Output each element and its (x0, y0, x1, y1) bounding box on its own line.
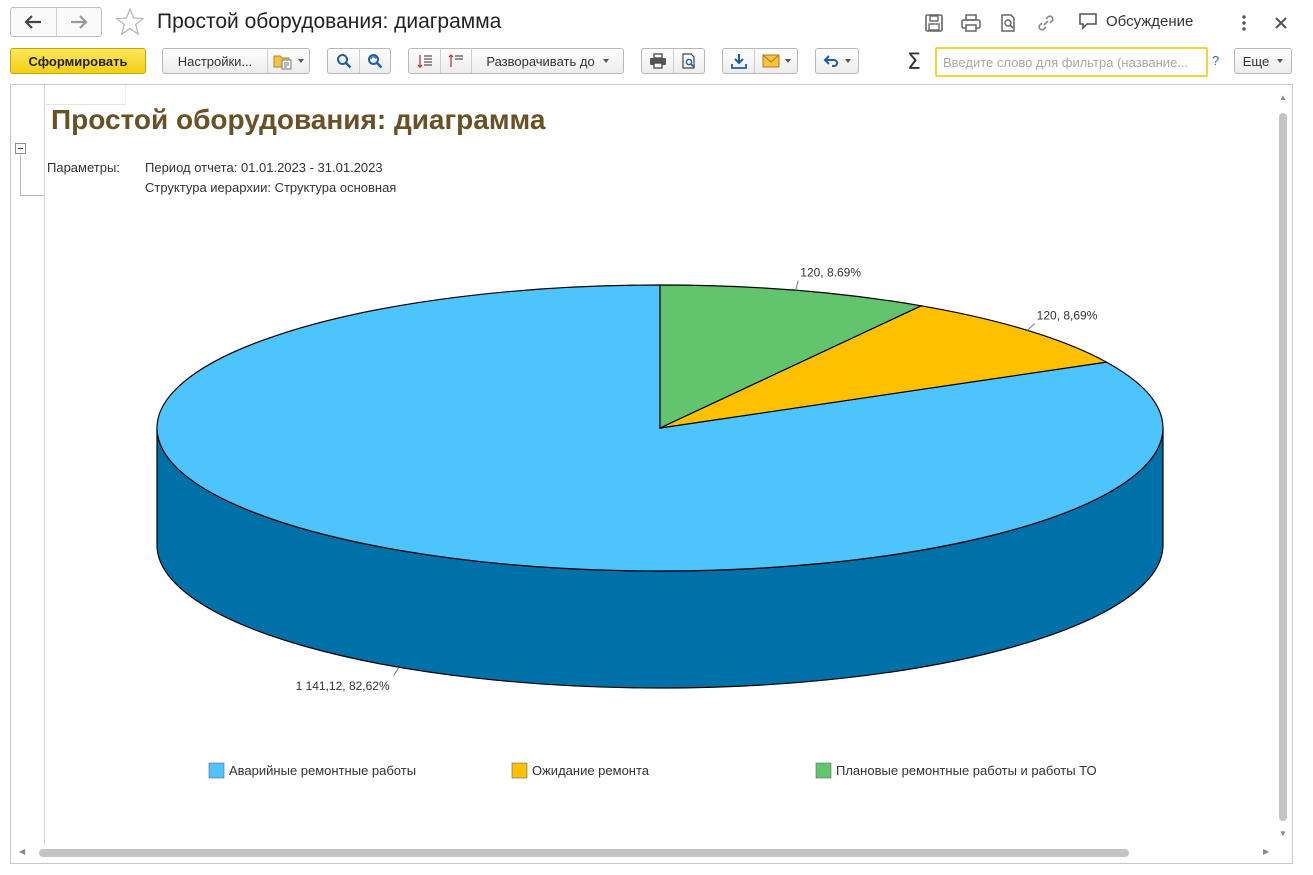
legend-swatch (511, 762, 528, 779)
back-button[interactable] (11, 8, 56, 36)
find-next-button[interactable] (359, 49, 390, 73)
collapse-all-button[interactable] (440, 49, 471, 73)
preview-icon[interactable] (997, 12, 1019, 34)
label-leader (393, 666, 400, 677)
params-label: Параметры: (47, 160, 120, 175)
data-label: 1 141,12, 82,62% (296, 679, 390, 693)
pie-slice[interactable] (659, 284, 924, 429)
vertical-scrollbar[interactable]: ▲ ▼ (1277, 93, 1289, 841)
label-leader (795, 280, 799, 291)
group-line (20, 155, 21, 195)
folder-settings-icon (273, 55, 292, 70)
arrow-left-icon (24, 15, 42, 29)
chat-icon (1079, 13, 1097, 30)
chevron-down-icon (602, 59, 609, 63)
save-icon[interactable] (923, 12, 945, 34)
help-icon[interactable]: ? (1212, 53, 1220, 68)
label-leader (1027, 323, 1036, 331)
expand-to-label: Разворачивать до (486, 53, 595, 69)
grouping-group: Разворачивать до (408, 48, 624, 74)
legend-swatch (208, 762, 225, 779)
discussion-label: Обсуждение (1106, 12, 1194, 30)
report-document: Простой оборудования: диаграмма Параметр… (10, 84, 1293, 864)
legend-swatch (815, 762, 832, 779)
horizontal-scrollbar[interactable]: ◀ ▶ (15, 845, 1275, 859)
param-period: Период отчета: 01.01.2023 - 31.01.2023 (145, 160, 383, 175)
horizontal-scroll-thumb[interactable] (39, 849, 1129, 857)
expand-to-dropdown[interactable]: Разворачивать до (471, 49, 623, 73)
chevron-down-icon (784, 59, 791, 63)
expand-list-icon (417, 55, 432, 68)
expand-all-button[interactable] (409, 49, 440, 73)
legend-label: Ожидание ремонта (532, 763, 650, 778)
arrow-right-icon (70, 15, 88, 29)
command-bar: Сформировать Настройки... Разворачивать … (0, 46, 1313, 78)
print-button[interactable] (642, 49, 673, 73)
scroll-down-icon[interactable]: ▼ (1279, 829, 1287, 838)
search-group (327, 48, 391, 74)
print-icon[interactable] (960, 12, 982, 34)
pie-slice[interactable] (156, 284, 1164, 572)
chevron-down-icon (298, 59, 304, 63)
more-button[interactable]: Еще (1234, 48, 1292, 74)
print-preview-icon (682, 53, 695, 69)
collapse-list-icon (448, 54, 463, 67)
search-icon (336, 54, 351, 69)
return-arrow-icon (823, 55, 838, 67)
download-icon (730, 54, 747, 69)
window-title: Простой оборудования: диаграмма (157, 10, 502, 33)
param-hierarchy: Структура иерархии: Структура основная (145, 180, 397, 195)
search-refresh-icon (368, 54, 383, 69)
save-to-file-button[interactable] (723, 49, 754, 73)
vertical-scroll-thumb[interactable] (1279, 113, 1287, 821)
gutter-divider (44, 85, 45, 845)
export-group (722, 48, 798, 74)
navigate-menu-button[interactable] (815, 48, 859, 74)
close-icon[interactable] (1270, 12, 1292, 34)
sum-icon[interactable]: Σ (907, 50, 921, 75)
scroll-right-icon[interactable]: ▶ (1263, 847, 1270, 856)
link-icon[interactable] (1035, 12, 1057, 34)
envelope-icon (762, 54, 779, 68)
pie-chart: 1 141,12, 82,62% 120, 8,69% 120, 8.69% Авар… (156, 266, 1164, 779)
report-title: Простой оборудования: диаграмма (51, 104, 546, 135)
printer-icon (649, 53, 666, 69)
collapse-group-toggle[interactable] (15, 143, 26, 154)
group-line (20, 195, 44, 196)
send-email-button[interactable] (754, 49, 797, 73)
generate-button[interactable]: Сформировать (10, 48, 146, 74)
scroll-left-icon[interactable]: ◀ (19, 847, 26, 856)
settings-group: Настройки... (162, 48, 310, 74)
variants-button[interactable] (267, 49, 309, 73)
more-menu-icon[interactable] (1233, 12, 1255, 34)
cell-corner (44, 85, 126, 105)
forward-button[interactable] (55, 8, 101, 36)
print-preview-button[interactable] (673, 49, 704, 73)
pie-slice[interactable] (659, 305, 1109, 429)
scroll-up-icon[interactable]: ▲ (1279, 93, 1287, 102)
more-label: Еще (1242, 53, 1270, 69)
navigation-group (10, 7, 102, 37)
legend-label: Аварийные ремонтные работы (229, 763, 416, 778)
chevron-down-icon (1277, 59, 1284, 63)
filter-search-input[interactable]: Введите слово для фильтра (название... (935, 47, 1208, 77)
favorite-star-icon[interactable] (115, 7, 145, 37)
settings-button[interactable]: Настройки... (177, 53, 253, 69)
data-label: 120, 8,69% (1037, 308, 1098, 322)
print-group (641, 48, 705, 74)
find-button[interactable] (328, 49, 359, 73)
chevron-down-icon (845, 59, 851, 63)
title-bar: Простой оборудования: диаграмма Обсужден… (0, 0, 1313, 44)
discussion-button[interactable]: Обсуждение (1078, 12, 1193, 30)
legend-label: Плановые ремонтные работы и работы ТО (836, 763, 1097, 778)
data-label: 120, 8.69% (800, 266, 861, 280)
